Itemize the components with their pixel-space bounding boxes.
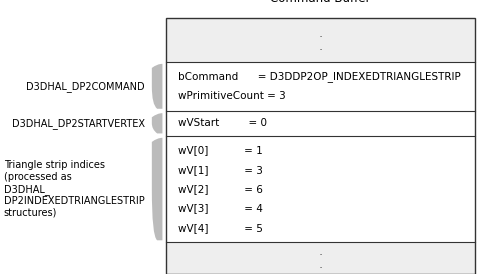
Bar [166, 242, 475, 274]
Bar [166, 62, 475, 111]
PathPatch shape [152, 113, 162, 133]
Text: Triangle strip indices
(processed as
D3DHAL_
DP2INDEXEDTRIANGLESTRIP
structures): Triangle strip indices (processed as D3D… [4, 160, 145, 218]
Text: .
.: . . [319, 27, 322, 53]
Text: wV[1]           = 3: wV[1] = 3 [178, 165, 263, 175]
Text: .
.: . . [319, 245, 322, 271]
Text: wV[2]           = 6: wV[2] = 6 [178, 184, 263, 194]
Text: wVStart         = 0: wVStart = 0 [178, 118, 268, 128]
Text: D3DHAL_DP2STARTVERTEX: D3DHAL_DP2STARTVERTEX [12, 118, 145, 129]
Text: Command Buffer: Command Buffer [270, 0, 371, 5]
Bar [166, 111, 475, 136]
Text: wPrimitiveCount = 3: wPrimitiveCount = 3 [178, 91, 286, 101]
Text: wV[4]           = 5: wV[4] = 5 [178, 223, 263, 233]
Bar [166, 136, 475, 242]
Text: wV[0]           = 1: wV[0] = 1 [178, 145, 263, 155]
PathPatch shape [152, 64, 162, 109]
Bar [166, 18, 475, 62]
Bar [166, 18, 475, 274]
Text: D3DHAL_DP2COMMAND: D3DHAL_DP2COMMAND [26, 81, 145, 92]
PathPatch shape [152, 138, 162, 240]
Text: bCommand      = D3DDP2OP_INDEXEDTRIANGLESTRIP: bCommand = D3DDP2OP_INDEXEDTRIANGLESTRIP [178, 71, 461, 82]
Text: wV[3]           = 4: wV[3] = 4 [178, 204, 263, 213]
